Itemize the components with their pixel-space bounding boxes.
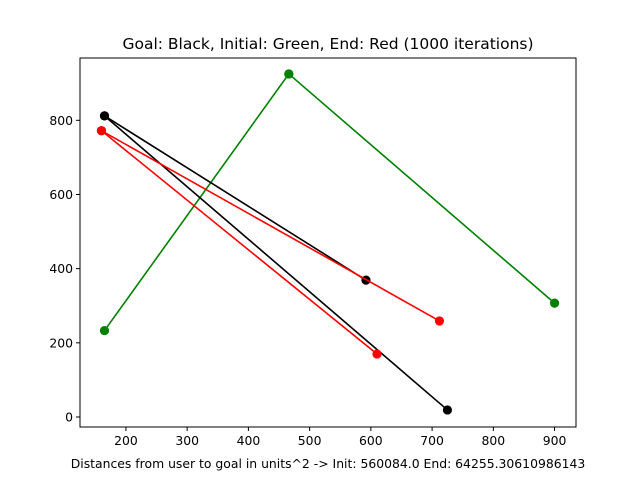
y-tick-label-3: 600 xyxy=(49,187,73,202)
series-2-line-1-point-0 xyxy=(96,126,107,136)
x-tick-label-7: 900 xyxy=(543,433,567,448)
x-tick-label-1: 300 xyxy=(175,433,199,448)
series-0-line-1-point-1 xyxy=(549,298,560,308)
y-tick-label-2: 400 xyxy=(49,261,73,276)
series-2-line-1 xyxy=(100,130,378,355)
series-1-line-1 xyxy=(103,115,448,411)
series-0-line-1 xyxy=(288,73,556,304)
series-2-line-0-point-1 xyxy=(434,316,445,326)
chart-title: Goal: Black, Initial: Green, End: Red (1… xyxy=(122,35,533,53)
x-tick-label-2: 400 xyxy=(237,433,261,448)
series-0-line-0-point-1 xyxy=(99,325,110,336)
y-tick-label-0: 0 xyxy=(65,409,73,424)
series-1-line-1-point-0 xyxy=(99,111,110,121)
series-0-line-1-point-0 xyxy=(284,69,294,79)
series-layer xyxy=(96,69,560,415)
x-tick-label-6: 800 xyxy=(482,433,506,448)
series-1-line-1-point-1 xyxy=(442,405,453,415)
y-tick-label-4: 800 xyxy=(49,113,73,128)
y-tick-label-1: 200 xyxy=(49,335,73,350)
series-0-line-0 xyxy=(103,73,290,332)
x-tick-label-3: 500 xyxy=(298,433,322,448)
axes: 200 300 400 500 600 700 800 900 0 200 400 600 800 xyxy=(49,57,577,448)
x-axis-label: Distances from user to goal in units^2 -… xyxy=(71,456,586,471)
x-tick-label-5: 700 xyxy=(420,433,444,448)
x-tick-label-4: 600 xyxy=(359,433,383,448)
plot-frame xyxy=(79,57,577,428)
x-tick-label-0: 200 xyxy=(114,433,138,448)
series-2-line-0 xyxy=(101,129,440,322)
series-2-line-1-point-1 xyxy=(372,349,382,359)
series-1-line-0 xyxy=(104,115,367,281)
